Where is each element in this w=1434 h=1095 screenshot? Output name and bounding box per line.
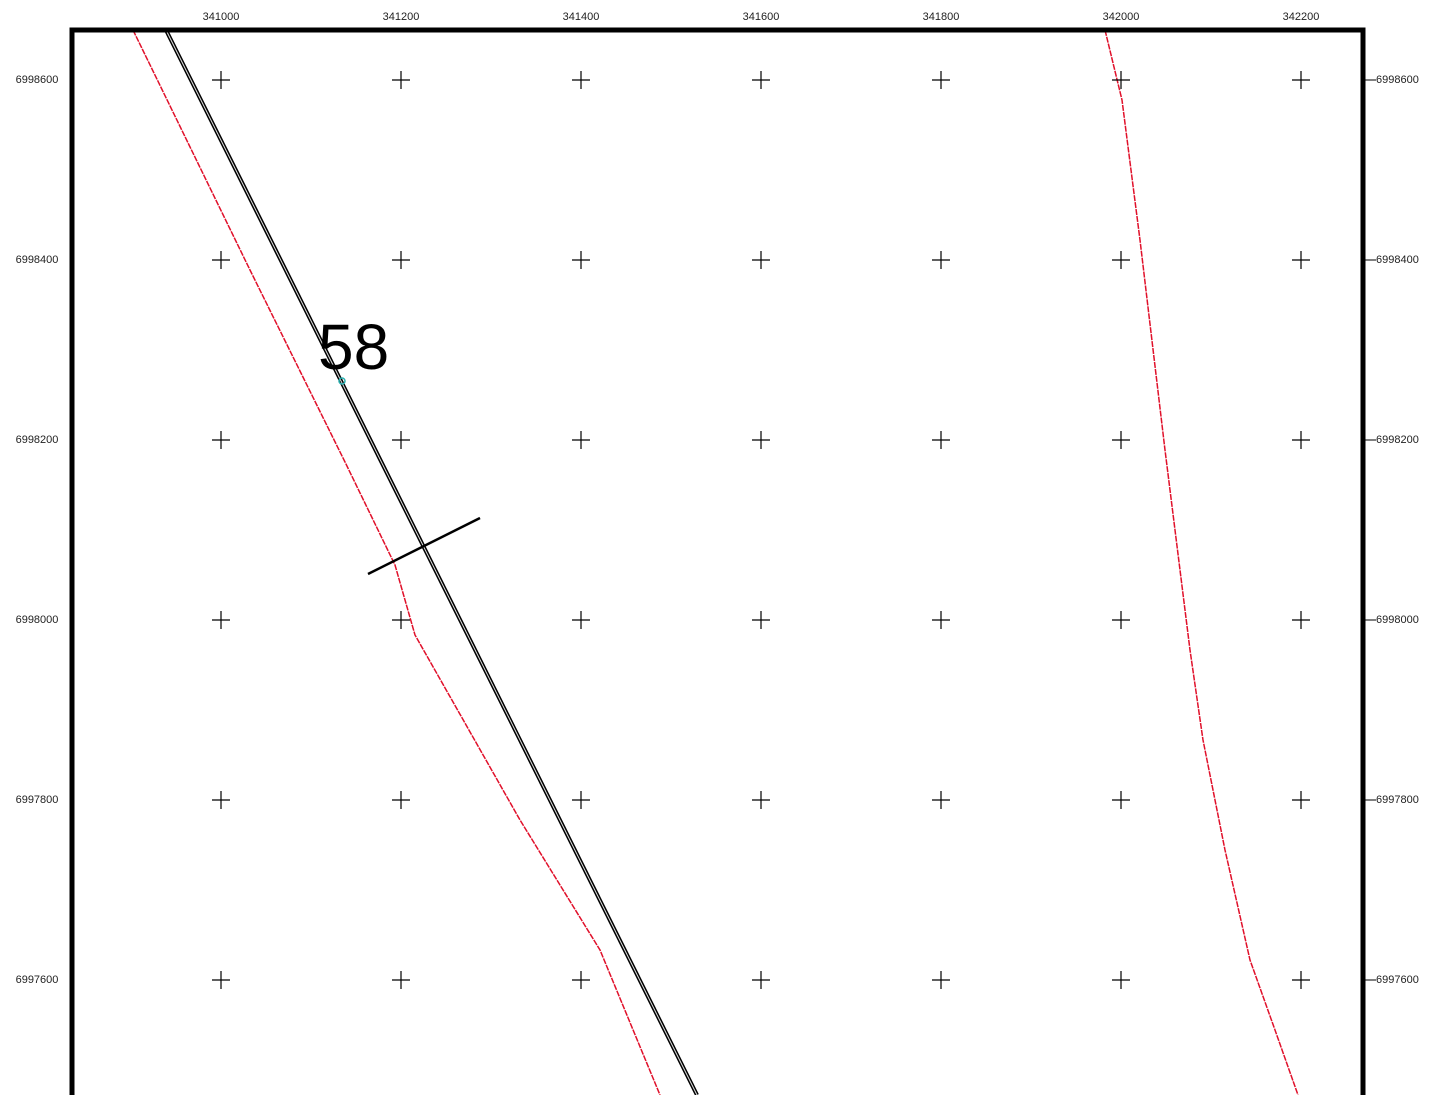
- red-line-right: [1104, 29, 1299, 1095]
- x-tick-label: 341000: [203, 11, 240, 23]
- x-tick-label: 341600: [743, 11, 780, 23]
- black-line-inner: [165, 29, 698, 1095]
- x-tick-label: 341400: [563, 11, 600, 23]
- y-tick-label-left: 6997600: [16, 974, 59, 986]
- x-tick-label: 342000: [1103, 11, 1140, 23]
- y-tick-label-left: 6998000: [16, 614, 59, 626]
- y-tick-label-left: 6998200: [16, 434, 59, 446]
- map-label: 58: [318, 311, 389, 383]
- x-tick-label: 341200: [383, 11, 420, 23]
- y-tick-label-right: 6997800: [1376, 794, 1419, 806]
- cross-bar: [367, 516, 481, 576]
- point-marker: [338, 377, 346, 385]
- y-tick-label-left: 6998400: [16, 254, 59, 266]
- y-tick-label-left: 6998600: [16, 74, 59, 86]
- y-tick-label-right: 6997600: [1376, 974, 1419, 986]
- y-tick-label-left: 6997800: [16, 794, 59, 806]
- x-tick-label: 342200: [1283, 11, 1320, 23]
- y-tick-label-right: 6998200: [1376, 434, 1419, 446]
- y-tick-label-right: 6998400: [1376, 254, 1419, 266]
- x-tick-label: 341800: [923, 11, 960, 23]
- map-frame: [69, 27, 1366, 1095]
- grid: 341000 341200 341400 341600 341800 342000 3422…: [16, 11, 1419, 989]
- y-tick-label-right: 6998600: [1376, 74, 1419, 86]
- y-tick-label-right: 6998000: [1376, 614, 1419, 626]
- red-line-left: [132, 29, 661, 1095]
